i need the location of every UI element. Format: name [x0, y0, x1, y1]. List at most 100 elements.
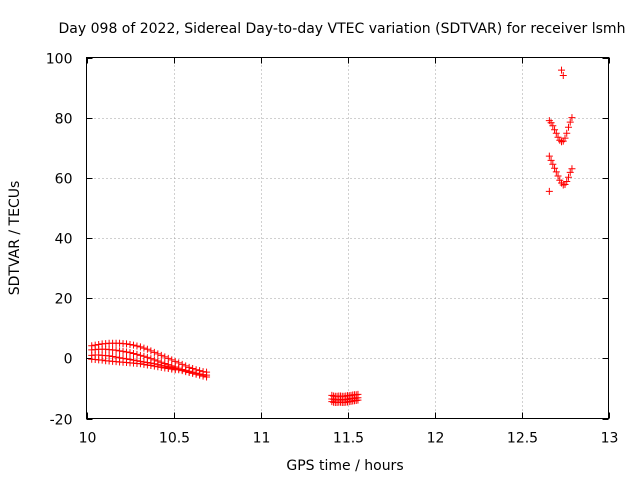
series-cluster-3 [328, 396, 362, 407]
data-point [189, 369, 197, 377]
data-point [178, 367, 186, 375]
data-point [563, 129, 571, 137]
data-point [133, 342, 141, 350]
data-point [140, 360, 148, 368]
data-point [136, 360, 144, 368]
y-tick-label: 20 [55, 292, 73, 308]
data-point [199, 372, 207, 380]
x-tick-label: 10.5 [159, 431, 190, 447]
series-low-outlier [545, 187, 553, 195]
data-point [568, 114, 576, 122]
data-point [143, 345, 151, 353]
data-point [559, 137, 567, 145]
data-point [559, 72, 567, 80]
data-point [136, 351, 144, 359]
data-point [150, 362, 158, 370]
data-point [545, 152, 553, 160]
data-point [549, 160, 557, 168]
data-point [150, 348, 158, 356]
y-tick-label: 40 [55, 232, 73, 248]
data-point [126, 349, 134, 357]
y-tick-label: 100 [46, 52, 73, 68]
data-point [129, 341, 137, 349]
series-v-lower [545, 152, 576, 189]
data-point [126, 340, 134, 348]
y-tick-label: 80 [55, 112, 73, 128]
data-point [551, 164, 559, 172]
y-tick-labels: -20 0 20 40 60 80 100 [46, 52, 73, 429]
data-point [564, 173, 572, 181]
data-point [559, 181, 567, 189]
data-point [564, 123, 572, 131]
data-point [123, 348, 131, 356]
x-tick-label: 13 [601, 431, 619, 447]
data-point [119, 347, 127, 355]
data-point [552, 129, 560, 137]
chart-title: Day 098 of 2022, Sidereal Day-to-day VTE… [59, 21, 626, 37]
data-point [566, 118, 574, 126]
data-point [545, 187, 553, 195]
x-tick-label: 12 [427, 431, 445, 447]
data-point [161, 364, 169, 372]
data-point [140, 344, 148, 352]
data-point [568, 165, 576, 173]
y-tick-label: -20 [50, 413, 73, 429]
x-tick-labels: 10 10.5 11 11.5 12 12.5 13 [79, 431, 619, 447]
data-point [161, 353, 169, 361]
data-point [556, 136, 564, 144]
data-point [561, 134, 569, 142]
data-point [143, 361, 151, 369]
data-point [196, 371, 204, 379]
data-point [547, 119, 555, 127]
x-tick-label: 10 [79, 431, 97, 447]
data-point [328, 398, 336, 406]
data-point [98, 356, 106, 364]
data-point [354, 396, 362, 404]
data-point [554, 172, 562, 180]
data-point [552, 168, 560, 176]
data-point [563, 177, 571, 185]
data-point [192, 370, 200, 378]
data-point [157, 363, 165, 371]
data-point [168, 365, 176, 373]
x-tick-label: 12.5 [507, 431, 538, 447]
axis-ticks [86, 57, 610, 420]
data-point [171, 366, 179, 374]
data-point [129, 350, 137, 358]
x-tick-label: 11.5 [333, 431, 364, 447]
data-point [154, 363, 162, 371]
data-point [203, 373, 211, 381]
series-arc-d [88, 355, 179, 374]
data-point [123, 340, 131, 348]
grid [86, 57, 609, 419]
data-point [116, 347, 124, 355]
data-point [558, 138, 566, 146]
data-point [133, 350, 141, 358]
data-point [566, 168, 574, 176]
data-point [554, 133, 562, 141]
data-point [168, 356, 176, 364]
data-point [164, 365, 172, 373]
data-point [154, 350, 162, 358]
data-point [182, 368, 190, 376]
x-axis-label: GPS time / hours [286, 458, 403, 474]
data-point [547, 156, 555, 164]
series-top-outliers [558, 66, 567, 80]
data-point [112, 346, 120, 354]
data-point [164, 354, 172, 362]
data-point [185, 368, 193, 376]
data-points [88, 66, 576, 407]
data-point [551, 126, 559, 134]
data-point [558, 66, 566, 74]
data-point [147, 347, 155, 355]
data-point [561, 180, 569, 188]
y-axis-label: SDTVAR / TECUs [7, 181, 23, 296]
data-point [136, 343, 144, 351]
x-tick-label: 11 [253, 431, 271, 447]
y-tick-label: 60 [55, 172, 73, 188]
y-tick-label: 0 [64, 352, 73, 368]
series-v-upper [545, 114, 576, 146]
data-point [147, 362, 155, 370]
data-point [549, 122, 557, 130]
